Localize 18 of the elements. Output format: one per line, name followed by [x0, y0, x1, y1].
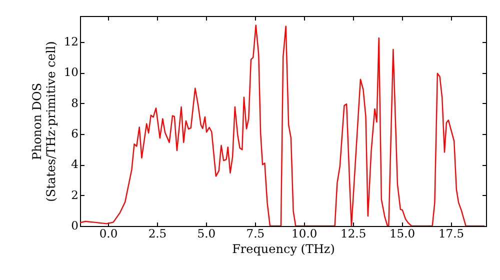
x-tick-label: 2.5	[148, 226, 167, 240]
x-tick-label: 7.5	[246, 226, 265, 240]
y-axis-title: Phonon DOS (States/THz·primitive cell)	[30, 41, 58, 202]
x-tick-label: 10.0	[292, 226, 318, 240]
x-axis-title: Frequency (THz)	[232, 242, 335, 256]
y-tick-label: 8	[71, 96, 78, 110]
line-series	[80, 24, 486, 226]
y-tick-label: 12	[64, 34, 78, 49]
y-tick-label: 10	[64, 65, 78, 80]
y-tick-label: 4	[71, 157, 78, 172]
y-tick-label: 2	[71, 188, 78, 202]
x-tick-label: 15.0	[389, 226, 416, 240]
y-tick-label: 6	[71, 126, 78, 141]
x-tick-label: 5.0	[197, 226, 216, 240]
y-tick-label: 0	[71, 218, 78, 232]
x-tick-label: 12.5	[340, 226, 366, 240]
x-tick-label: 17.5	[438, 226, 464, 240]
x-tick-label: 0.0	[99, 226, 118, 240]
